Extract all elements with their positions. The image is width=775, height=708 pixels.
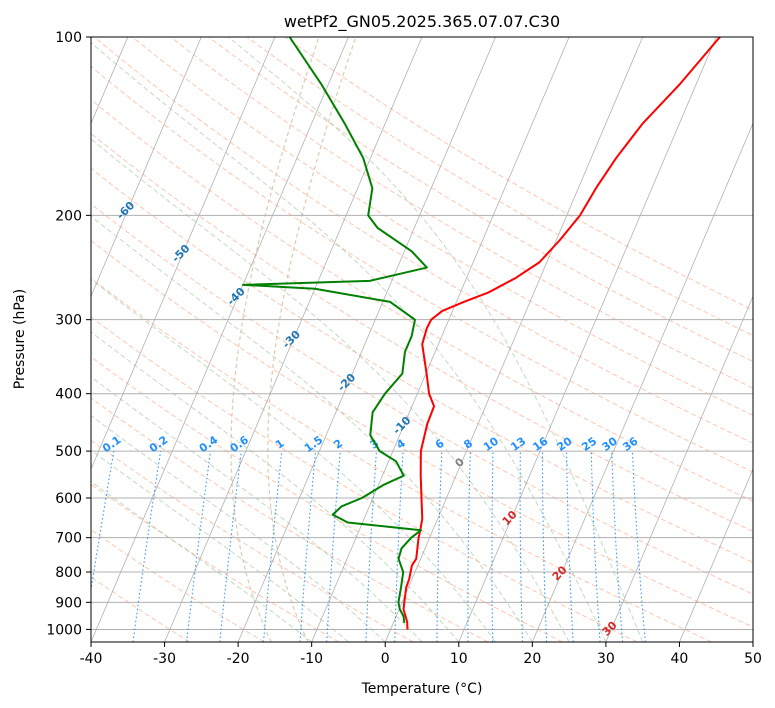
dry-adiabat-line xyxy=(91,397,489,642)
isotherm-line xyxy=(311,37,570,642)
isotherm-line xyxy=(679,468,753,642)
y-tick-label: 700 xyxy=(55,531,82,547)
isotherm-line xyxy=(384,37,644,642)
x-tick-label: -20 xyxy=(227,651,250,667)
mixing-ratio-line xyxy=(299,451,317,642)
dewpoint-profile xyxy=(241,37,428,624)
moist-adiabat-line xyxy=(91,331,460,642)
dry-adiabat-line xyxy=(91,239,753,628)
moist-adiabat-line xyxy=(91,449,349,642)
isotherm-line xyxy=(458,37,717,642)
x-tick-label: 20 xyxy=(523,651,541,667)
dry-adiabat-line xyxy=(91,203,753,595)
mixing-ratio-line xyxy=(219,451,242,642)
dry-adiabat-line xyxy=(208,37,753,363)
x-tick-label: 30 xyxy=(597,651,615,667)
dry-adiabat-line xyxy=(91,316,638,642)
y-tick-label: 600 xyxy=(55,491,82,507)
dry-adiabat-line xyxy=(91,529,265,642)
dry-adiabat-line xyxy=(91,132,753,532)
dry-adiabat-line xyxy=(91,356,563,642)
mixing-ratio-line xyxy=(132,451,162,642)
isotherm-line xyxy=(91,37,349,642)
dry-adiabat-line xyxy=(91,439,414,642)
sounding-profiles xyxy=(241,37,721,630)
moist-adiabat-line xyxy=(91,415,386,642)
y-tick-label: 400 xyxy=(55,387,82,403)
moist-adiabat-line xyxy=(91,376,423,642)
isotherm-line xyxy=(91,37,202,298)
y-tick-label: 500 xyxy=(55,444,82,460)
dry-adiabat-line xyxy=(93,37,753,444)
mixing-ratio-line xyxy=(186,451,212,642)
growth-zone-line xyxy=(267,37,357,642)
y-axis-title: Pressure (hPa) xyxy=(12,289,28,389)
temperature-profile xyxy=(402,37,721,630)
y-tick-label: 300 xyxy=(55,313,82,329)
y-tick-label: 200 xyxy=(55,208,82,224)
y-tick-label: 100 xyxy=(55,30,82,46)
isotherm-line xyxy=(605,295,753,642)
isotherm-line xyxy=(237,37,496,642)
x-tick-label: 10 xyxy=(450,651,468,667)
isotherm-line xyxy=(164,37,423,642)
isotherm-line xyxy=(91,37,276,471)
x-tick-label: 50 xyxy=(744,651,762,667)
dry-adiabat-line xyxy=(170,37,753,389)
y-tick-label: 800 xyxy=(55,565,82,581)
y-tick-label: 1000 xyxy=(46,622,82,638)
dry-adiabat-line xyxy=(132,37,753,416)
growth-zone-line xyxy=(230,37,320,642)
x-tick-label: -10 xyxy=(300,651,323,667)
mixing-ratio-line xyxy=(91,451,115,593)
x-axis: -40 -30 -20 -10 0 10 20 30 40 50 xyxy=(80,642,762,667)
x-axis-title: Temperature (°C) xyxy=(361,681,483,697)
moist-adiabat-line xyxy=(91,138,570,642)
dry-adiabat-line xyxy=(91,277,712,642)
y-axis: 100 200 300 400 500 600 700 800 900 1000 xyxy=(46,30,91,638)
x-tick-label: -30 xyxy=(153,651,176,667)
x-tick-label: 40 xyxy=(671,651,689,667)
isotherm-line xyxy=(531,122,753,642)
plot-frame xyxy=(90,36,754,643)
y-tick-label: 900 xyxy=(55,595,82,611)
dry-adiabat-line xyxy=(91,483,340,642)
chart-title: wetPf2_GN05.2025.365.07.07.C30 xyxy=(284,12,560,32)
moist-adiabat-line xyxy=(227,37,644,642)
moist-adiabat-line xyxy=(91,215,533,642)
moist-adiabat-line xyxy=(91,278,496,642)
x-tick-label: -40 xyxy=(80,651,103,667)
x-tick-label: 0 xyxy=(381,651,390,667)
mixing-ratio-line xyxy=(263,451,283,642)
